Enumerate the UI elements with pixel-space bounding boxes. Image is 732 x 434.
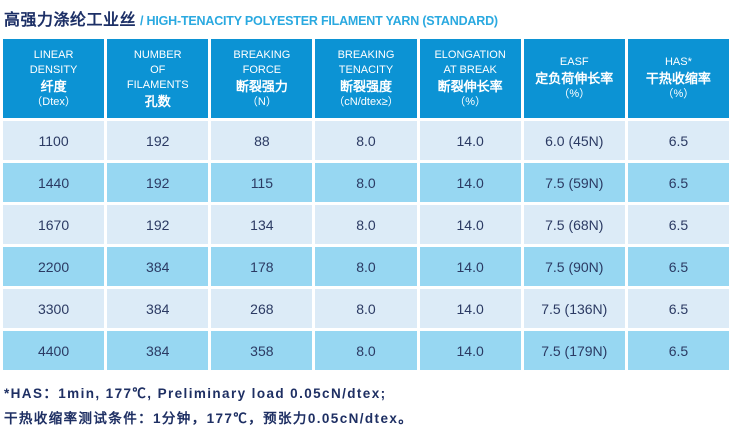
table-cell: 6.5 <box>627 289 729 328</box>
table-cell: 7.5 (90N) <box>523 247 625 286</box>
table-cell: 6.5 <box>627 205 729 244</box>
column-header-line: （cN/dtex≥） <box>333 95 399 108</box>
column-header-line: LINEAR <box>33 48 74 61</box>
table-row: 4400 384 358 8.0 14.0 7.5 (179N) 6.5 <box>3 331 729 370</box>
table-body: 1100 192 88 8.0 14.0 6.0 (45N) 6.5 1440 192 115 8.… <box>3 121 729 370</box>
column-header-line: FORCE <box>242 63 282 76</box>
table-cell: 6.5 <box>627 331 729 370</box>
column-header-line: 断裂强度 <box>339 78 392 94</box>
table-cell: 7.5 (136N) <box>523 289 625 328</box>
table-cell: 8.0 <box>315 121 417 160</box>
footnote-has-chinese: 干热收缩率测试条件：1分钟，177℃，预张力0.05cN/dtex。 <box>4 411 414 426</box>
column-header-line: 断裂强力 <box>235 78 288 94</box>
table-row: 3300 384 268 8.0 14.0 7.5 (136N) 6.5 <box>3 289 729 328</box>
column-header-line: BREAKING <box>337 48 395 61</box>
table-cell: 178 <box>211 247 313 286</box>
column-header-line: OF <box>150 63 166 76</box>
column-header-3: BREAKING FORCE 断裂强力 （N） <box>211 39 313 118</box>
column-header-5: ELONGATION AT BREAK 断裂伸长率 （%） <box>419 39 521 118</box>
table-cell: 7.5 (68N) <box>523 205 625 244</box>
column-header-2: NUMBER OF FILAMENTS 孔数 <box>107 39 209 118</box>
footnote-has-english: *HAS：1min, 177℃, Preliminary load 0.05cN… <box>4 386 387 401</box>
table-cell: 14.0 <box>419 121 521 160</box>
header-row: LINEAR DENSITY 纤度 （Dtex） NUMBER OF FILAMENTS 孔数… <box>3 39 729 118</box>
table-cell: 6.5 <box>627 121 729 160</box>
column-header-line: 纤度 <box>40 78 67 94</box>
table-cell: 6.0 (45N) <box>523 121 625 160</box>
column-header-7: HAS* 干热收缩率 （%） <box>627 39 729 118</box>
table-cell: 2200 <box>3 247 105 286</box>
table-row: 1670 192 134 8.0 14.0 7.5 (68N) 6.5 <box>3 205 729 244</box>
table-cell: 1440 <box>3 163 105 202</box>
table-row: 1100 192 88 8.0 14.0 6.0 (45N) 6.5 <box>3 121 729 160</box>
page-title-chinese: 高强力涤纶工业丝 <box>4 12 137 29</box>
column-header-4: BREAKING TENACITY 断裂强度 （cN/dtex≥） <box>315 39 417 118</box>
table-cell: 358 <box>211 331 313 370</box>
column-header-1: LINEAR DENSITY 纤度 （Dtex） <box>3 39 105 118</box>
column-header-line: （%） <box>558 88 591 100</box>
table-cell: 14.0 <box>419 163 521 202</box>
column-header-line: TENACITY <box>338 63 394 76</box>
table-cell: 8.0 <box>315 331 417 370</box>
table-cell: 115 <box>211 163 313 202</box>
column-header-line: （%） <box>662 88 695 100</box>
table-cell: 8.0 <box>315 247 417 286</box>
table-row: 2200 384 178 8.0 14.0 7.5 (90N) 6.5 <box>3 247 729 286</box>
table-cell: 192 <box>107 121 209 160</box>
column-header-line: DENSITY <box>29 63 78 76</box>
table-cell: 6.5 <box>627 163 729 202</box>
column-header-line: 定负荷伸长率 <box>535 71 614 86</box>
table-cell: 134 <box>211 205 313 244</box>
column-header-line: 干热收缩率 <box>645 71 711 86</box>
column-header-line: HAS* <box>664 56 692 68</box>
column-header-line: 孔数 <box>144 93 171 109</box>
column-header-line: 断裂伸长率 <box>437 78 503 94</box>
table-cell: 192 <box>107 163 209 202</box>
column-header-line: EASF <box>559 56 589 68</box>
table-row: 1440 192 115 8.0 14.0 7.5 (59N) 6.5 <box>3 163 729 202</box>
column-header-line: FILAMENTS <box>126 78 189 91</box>
footnotes: *HAS：1min, 177℃, Preliminary load 0.05cN… <box>0 373 732 431</box>
column-header-line: （%） <box>454 95 487 108</box>
column-header-line: （N） <box>246 95 277 108</box>
table-cell: 7.5 (59N) <box>523 163 625 202</box>
column-header-6: EASF 定负荷伸长率 （%） <box>523 39 625 118</box>
column-header-line: NUMBER <box>133 48 182 61</box>
table-cell: 1100 <box>3 121 105 160</box>
spec-table: LINEAR DENSITY 纤度 （Dtex） NUMBER OF FILAMENTS 孔数… <box>0 36 732 373</box>
column-header-line: BREAKING <box>233 48 291 61</box>
column-header-line: （Dtex） <box>31 95 76 108</box>
table-cell: 192 <box>107 205 209 244</box>
table-cell: 384 <box>107 247 209 286</box>
table-cell: 14.0 <box>419 289 521 328</box>
table-cell: 14.0 <box>419 205 521 244</box>
table-cell: 8.0 <box>315 289 417 328</box>
table-cell: 6.5 <box>627 247 729 286</box>
table-cell: 7.5 (179N) <box>523 331 625 370</box>
table-cell: 1670 <box>3 205 105 244</box>
column-header-line: AT BREAK <box>443 63 497 76</box>
table-cell: 14.0 <box>419 331 521 370</box>
table-cell: 14.0 <box>419 247 521 286</box>
page-title: 高强力涤纶工业丝 / HIGH-TENACITY POLYESTER FILAME… <box>0 0 732 36</box>
table-cell: 4400 <box>3 331 105 370</box>
column-header-line: ELONGATION <box>434 48 506 61</box>
table-cell: 268 <box>211 289 313 328</box>
page-title-english: / HIGH-TENACITY POLYESTER FILAMENT YARN … <box>140 14 498 28</box>
table-cell: 3300 <box>3 289 105 328</box>
table-cell: 88 <box>211 121 313 160</box>
table-cell: 384 <box>107 289 209 328</box>
table-cell: 384 <box>107 331 209 370</box>
table-cell: 8.0 <box>315 163 417 202</box>
table-cell: 8.0 <box>315 205 417 244</box>
